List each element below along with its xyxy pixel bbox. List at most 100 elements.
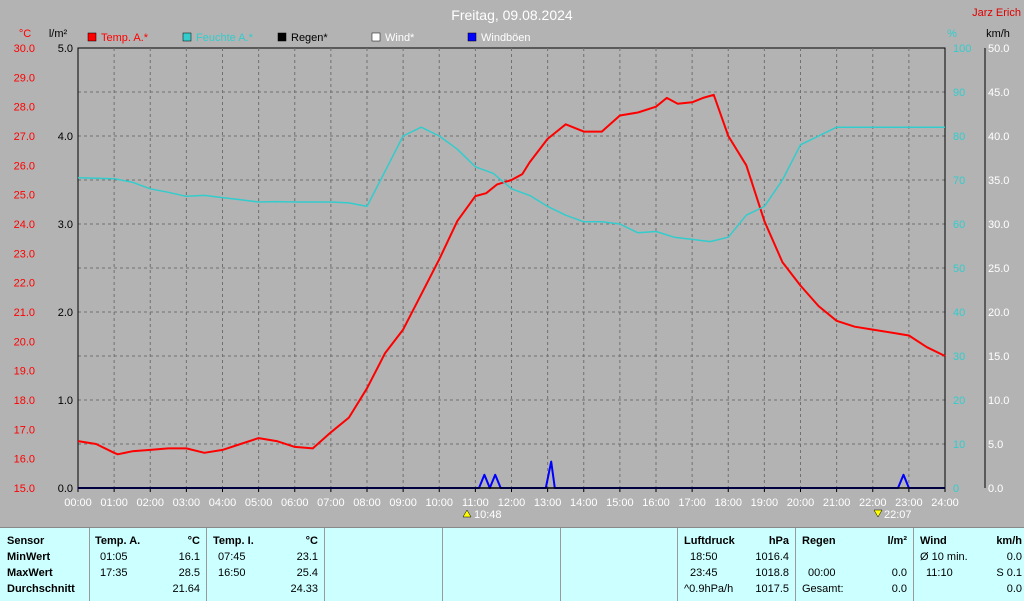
x-tick-label: 05:00 [245,497,273,509]
weather-chart: Freitag, 09.08.2024 Jarz Erich °C l/m² %… [14,7,1021,521]
sunrise-marker: 10:48 [462,509,502,521]
x-tick-label: 10:00 [425,497,453,509]
row-label-min: MinWert [7,551,51,563]
temp-i-min-time: 07:45 [218,551,246,563]
sunrise-time: 10:48 [474,509,502,521]
temp-i-unit: °C [305,535,318,547]
temp-axis-tick-label: 25.0 [14,190,35,202]
x-tick-label: 21:00 [823,497,851,509]
temp-axis-tick-label: 17.0 [14,424,35,436]
pressure-min-time: 18:50 [690,551,718,563]
temp-axis-tick-label: 27.0 [14,131,35,143]
wind-axis-tick-label: 30.0 [988,219,1009,231]
x-tick-label: 07:00 [317,497,345,509]
wind-axis-tick-label: 20.0 [988,307,1009,319]
statistics-table: Sensor MinWert MaxWert Durchschnitt Temp… [0,527,1024,601]
temp-i-min-value: 23.1 [296,551,318,563]
temp-axis-tick-label: 29.0 [14,72,35,84]
series-line-1 [77,126,945,243]
humidity-axis-tick-label: 70 [953,175,965,187]
temp-axis-tick-label: 16.0 [14,454,35,466]
pressure-unit: hPa [768,535,789,547]
temp-i-avg-value: 24.33 [290,583,318,595]
humidity-axis-tick-label: 30 [953,351,965,363]
x-tick-label: 00:00 [64,497,92,509]
grid [77,47,946,489]
x-tick-label: 04:00 [209,497,237,509]
temp-a-max-value: 28.5 [178,567,200,579]
wind-axis-tick-label: 40.0 [988,131,1009,143]
temp-a-header: Temp. A. [95,535,141,547]
pressure-max-value: 1018.8 [755,567,789,579]
x-tick-label: 09:00 [389,497,417,509]
humidity-axis-tick-label: 40 [953,307,965,319]
wind-axis-tick-label: 5.0 [988,439,1003,451]
x-tick-label: 20:00 [787,497,815,509]
legend-label-temp: Temp. A.* [101,32,149,44]
x-tick-label: 08:00 [353,497,381,509]
temp-axis-tick-label: 15.0 [14,483,35,495]
temp-axis-tick-label: 26.0 [14,160,35,172]
humidity-axis-tick-label: 0 [953,483,959,495]
x-tick-label: 03:00 [173,497,201,509]
x-tick-label: 06:00 [281,497,309,509]
wind-header: Wind [920,535,947,547]
rain-max-value: 0.0 [891,567,907,579]
temp-a-max-time: 17:35 [100,567,128,579]
pressure-max-time: 23:45 [690,567,718,579]
temp-a-min-value: 16.1 [178,551,200,563]
temp-axis-tick-label: 30.0 [14,43,35,55]
chart-title: Freitag, 09.08.2024 [451,7,573,23]
rain-unit: l/m² [887,535,907,547]
axes: 00:00 01:00 02:00 03:00 04:00 05:00 06:00 07:00… [14,43,1010,509]
pressure-header: Luftdruck [684,535,735,547]
temp-axis-tick-label: 21.0 [14,307,35,319]
temp-a-unit: °C [187,535,200,547]
wind-total-value: 0.0 [1006,583,1022,595]
temp-axis-tick-label: 18.0 [14,395,35,407]
wind-max-time: 11:10 [926,567,953,579]
wind-unit: km/h [996,535,1022,547]
temp-i-max-value: 25.4 [296,567,318,579]
x-tick-label: 19:00 [751,497,779,509]
temp-axis-tick-label: 24.0 [14,219,35,231]
rain-max-time: 00:00 [808,567,836,579]
rain-total-value: 0.0 [891,583,907,595]
temp-axis-tick-label: 23.0 [14,248,35,260]
sunset-icon [873,509,883,518]
x-tick-label: 23:00 [895,497,923,509]
x-tick-label: 14:00 [570,497,598,509]
legend-swatch-gusts [467,32,477,42]
x-tick-label: 02:00 [136,497,164,509]
rain-header: Regen [802,535,836,547]
legend-label-wind: Wind* [385,32,415,44]
humidity-axis-tick-label: 100 [953,43,971,55]
x-tick-label: 17:00 [678,497,706,509]
humidity-axis-tick-label: 80 [953,131,965,143]
temp-i-header: Temp. I. [213,535,254,547]
author-label: Jarz Erich [972,7,1021,19]
x-tick-label: 01:00 [100,497,128,509]
legend-swatch-rain [277,32,287,42]
rain-unit-label: l/m² [49,28,68,40]
legend-label-rain: Regen* [291,32,328,44]
temp-a-min-time: 01:05 [100,551,128,563]
humidity-axis-tick-label: 10 [953,439,965,451]
sunrise-icon [462,509,472,518]
temp-axis-tick-label: 20.0 [14,336,35,348]
rain-axis-tick-label: 2.0 [58,307,73,319]
humidity-unit-label: % [947,28,957,40]
legend-swatch-temp [87,32,97,42]
wind-axis-tick-label: 0.0 [988,483,1003,495]
series-line-0 [77,93,946,456]
humidity-axis-tick-label: 20 [953,395,965,407]
wind-avg-label: Ø 10 min. [920,551,968,563]
rain-axis-tick-label: 0.0 [58,483,73,495]
x-tick-label: 13:00 [534,497,562,509]
temp-axis-tick-label: 19.0 [14,366,35,378]
temp-i-max-time: 16:50 [218,567,246,579]
rain-axis-tick-label: 1.0 [58,395,73,407]
wind-unit-label: km/h [986,28,1010,40]
wind-axis-tick-label: 50.0 [988,43,1009,55]
pressure-avg-value: 1017.5 [755,583,789,595]
